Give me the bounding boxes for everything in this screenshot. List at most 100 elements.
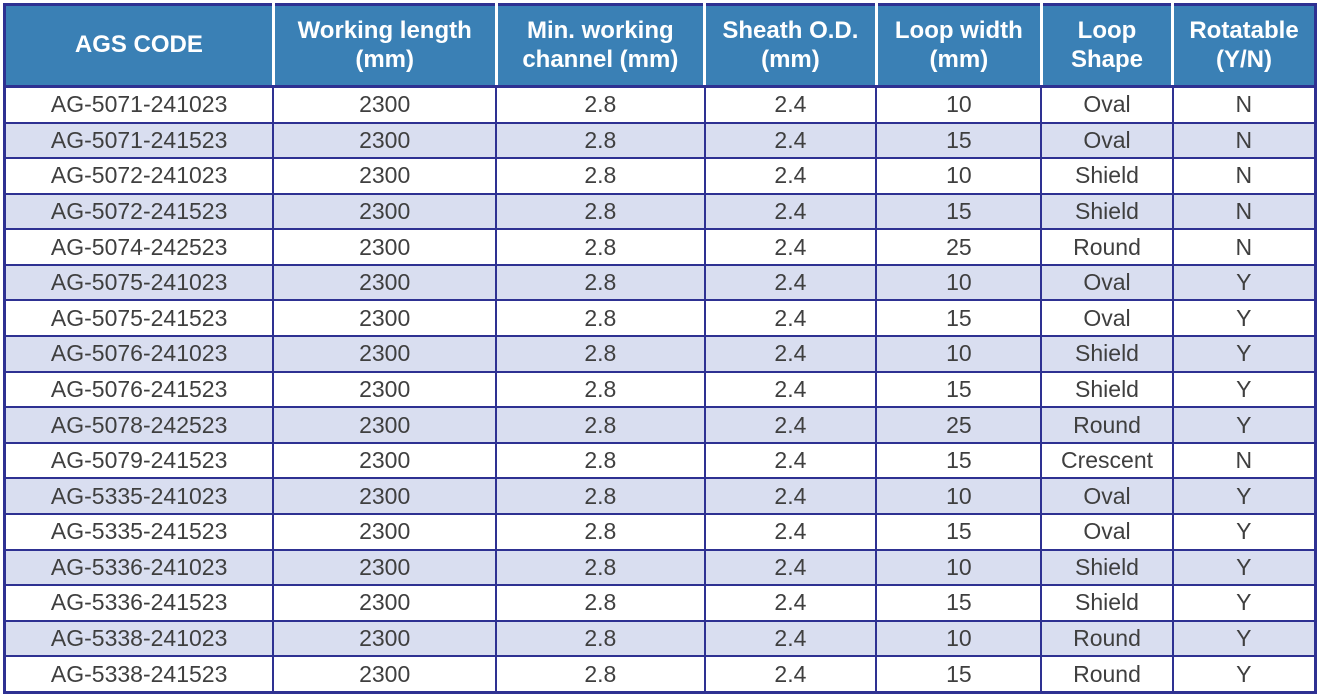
cell-loop-shape: Oval: [1040, 512, 1174, 551]
cell-loop-width: 10: [875, 477, 1043, 515]
cell-loop-width: 15: [875, 192, 1043, 231]
cell-working-length: 2300: [272, 406, 498, 444]
cell-loop-shape: Oval: [1040, 85, 1174, 124]
cell-rotatable: N: [1171, 157, 1317, 195]
header-row: AGS CODE Working length (mm) Min. workin…: [4, 4, 1316, 88]
cell-loop-width: 10: [875, 85, 1043, 124]
cell-min-working-channel: 2.8: [495, 335, 706, 373]
cell-ags-code: AG-5338-241023: [3, 619, 275, 658]
cell-sheath-od: 2.4: [703, 157, 878, 195]
table-row: AG-5076-241023 2300 2.8 2.4 10 Shield Y: [3, 335, 1317, 373]
header-line: (mm): [355, 45, 415, 73]
cell-ags-code: AG-5071-241023: [3, 85, 275, 124]
cell-ags-code: AG-5072-241023: [3, 157, 275, 195]
cell-rotatable: Y: [1171, 548, 1317, 587]
header-line: Sheath O.D.: [722, 17, 859, 45]
cell-loop-shape: Shield: [1040, 335, 1174, 373]
cell-loop-width: 15: [875, 584, 1043, 622]
cell-loop-shape: Shield: [1040, 192, 1174, 231]
cell-ags-code: AG-5338-241523: [3, 655, 275, 694]
cell-ags-code: AG-5076-241523: [3, 370, 275, 409]
cell-min-working-channel: 2.8: [495, 85, 706, 124]
cell-working-length: 2300: [272, 192, 498, 231]
cell-ags-code: AG-5335-241023: [3, 477, 275, 515]
cell-rotatable: N: [1171, 121, 1317, 160]
header-line: Shape: [1070, 45, 1144, 73]
cell-ags-code: AG-5075-241023: [3, 263, 275, 302]
cell-sheath-od: 2.4: [703, 406, 878, 444]
cell-working-length: 2300: [272, 477, 498, 515]
header-line: channel (mm): [522, 45, 679, 73]
cell-min-working-channel: 2.8: [495, 512, 706, 551]
cell-ags-code: AG-5072-241523: [3, 192, 275, 231]
cell-rotatable: N: [1171, 228, 1317, 266]
cell-min-working-channel: 2.8: [495, 370, 706, 409]
header-line: AGS CODE: [74, 31, 203, 59]
cell-loop-shape: Shield: [1040, 157, 1174, 195]
cell-rotatable: Y: [1171, 263, 1317, 302]
cell-sheath-od: 2.4: [703, 228, 878, 266]
table-row: AG-5074-242523 2300 2.8 2.4 25 Round N: [3, 228, 1317, 266]
column-header-sheath-od: Sheath O.D. (mm): [703, 4, 877, 88]
table-row: AG-5076-241523 2300 2.8 2.4 15 Shield Y: [3, 370, 1317, 409]
cell-rotatable: Y: [1171, 335, 1317, 373]
cell-ags-code: AG-5079-241523: [3, 441, 275, 480]
cell-loop-width: 15: [875, 299, 1043, 338]
cell-working-length: 2300: [272, 619, 498, 658]
header-line: Loop: [1077, 17, 1137, 45]
cell-loop-shape: Oval: [1040, 263, 1174, 302]
cell-sheath-od: 2.4: [703, 655, 878, 694]
cell-min-working-channel: 2.8: [495, 192, 706, 231]
cell-loop-shape: Oval: [1040, 477, 1174, 515]
cell-working-length: 2300: [272, 655, 498, 694]
header-line: Rotatable: [1189, 17, 1299, 45]
table-row: AG-5338-241023 2300 2.8 2.4 10 Round Y: [3, 619, 1317, 658]
cell-loop-width: 15: [875, 370, 1043, 409]
cell-working-length: 2300: [272, 335, 498, 373]
header-line: Loop width: [894, 17, 1023, 45]
cell-min-working-channel: 2.8: [495, 584, 706, 622]
cell-sheath-od: 2.4: [703, 441, 878, 480]
cell-min-working-channel: 2.8: [495, 441, 706, 480]
cell-sheath-od: 2.4: [703, 512, 878, 551]
cell-min-working-channel: 2.8: [495, 157, 706, 195]
cell-working-length: 2300: [272, 548, 498, 587]
table-row: AG-5335-241523 2300 2.8 2.4 15 Oval Y: [3, 512, 1317, 551]
cell-sheath-od: 2.4: [703, 263, 878, 302]
cell-working-length: 2300: [272, 85, 498, 124]
column-header-min-working-channel: Min. working channel (mm): [494, 4, 705, 88]
cell-loop-width: 10: [875, 335, 1043, 373]
cell-ags-code: AG-5336-241523: [3, 584, 275, 622]
cell-sheath-od: 2.4: [703, 299, 878, 338]
cell-loop-width: 10: [875, 263, 1043, 302]
table-row: AG-5075-241523 2300 2.8 2.4 15 Oval Y: [3, 299, 1317, 338]
cell-min-working-channel: 2.8: [495, 299, 706, 338]
cell-loop-shape: Round: [1040, 228, 1174, 266]
cell-ags-code: AG-5335-241523: [3, 512, 275, 551]
header-line: (Y/N): [1216, 45, 1273, 73]
cell-sheath-od: 2.4: [703, 85, 878, 124]
header-line: (mm): [761, 45, 820, 73]
column-header-loop-width: Loop width (mm): [874, 4, 1042, 88]
cell-rotatable: Y: [1171, 584, 1317, 622]
cell-loop-width: 10: [875, 619, 1043, 658]
cell-rotatable: Y: [1171, 512, 1317, 551]
table-row: AG-5078-242523 2300 2.8 2.4 25 Round Y: [3, 406, 1317, 444]
table-body: AG-5071-241023 2300 2.8 2.4 10 Oval N AG…: [3, 85, 1317, 694]
cell-rotatable: N: [1171, 441, 1317, 480]
cell-sheath-od: 2.4: [703, 370, 878, 409]
header-line: Min. working: [526, 17, 674, 45]
cell-rotatable: Y: [1171, 655, 1317, 694]
cell-ags-code: AG-5075-241523: [3, 299, 275, 338]
cell-sheath-od: 2.4: [703, 584, 878, 622]
cell-sheath-od: 2.4: [703, 548, 878, 587]
cell-min-working-channel: 2.8: [495, 619, 706, 658]
cell-min-working-channel: 2.8: [495, 263, 706, 302]
column-header-rotatable: Rotatable (Y/N): [1171, 4, 1316, 88]
cell-loop-shape: Oval: [1040, 299, 1174, 338]
cell-loop-width: 15: [875, 512, 1043, 551]
cell-loop-shape: Shield: [1040, 548, 1174, 587]
cell-ags-code: AG-5076-241023: [3, 335, 275, 373]
table-row: AG-5075-241023 2300 2.8 2.4 10 Oval Y: [3, 263, 1317, 302]
